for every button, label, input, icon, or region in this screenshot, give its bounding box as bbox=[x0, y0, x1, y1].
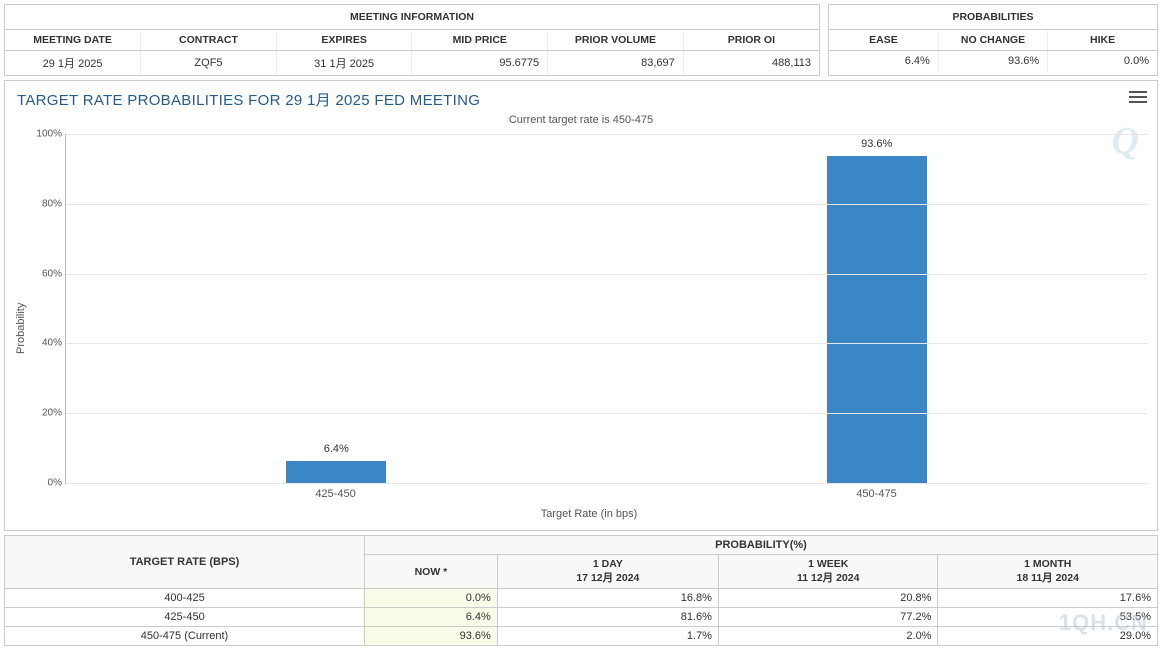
y-tick: 20% bbox=[32, 408, 62, 419]
y-tick: 80% bbox=[32, 198, 62, 209]
col-prior-oi: PRIOR OI bbox=[683, 30, 819, 51]
probabilities-title: PROBABILITIES bbox=[829, 5, 1157, 30]
probabilities-table: EASE NO CHANGE HIKE 6.4% 93.6% 0.0% bbox=[829, 30, 1157, 71]
col-target-rate: TARGET RATE (BPS) bbox=[5, 536, 365, 589]
chart-panel: TARGET RATE PROBABILITIES FOR 29 1月 2025… bbox=[4, 80, 1158, 531]
x-axis-label: Target Rate (in bps) bbox=[31, 500, 1147, 522]
col-prior-volume: PRIOR VOLUME bbox=[548, 30, 684, 51]
col-hike: HIKE bbox=[1048, 30, 1157, 51]
plot-area: 6.4%93.6% 0%20%40%60%80%100% bbox=[65, 134, 1147, 484]
history-cell: 6.4% bbox=[365, 608, 498, 627]
history-cell: 53.5% bbox=[938, 608, 1158, 627]
y-tick: 60% bbox=[32, 268, 62, 279]
history-col-header: 1 WEEK11 12月 2024 bbox=[718, 555, 938, 589]
cell-prior-volume: 83,697 bbox=[548, 51, 684, 76]
col-mid-price: MID PRICE bbox=[412, 30, 548, 51]
cell-ease: 6.4% bbox=[829, 51, 938, 72]
probabilities-panel: PROBABILITIES EASE NO CHANGE HIKE 6.4% 9… bbox=[828, 4, 1158, 76]
history-row-label: 400-425 bbox=[5, 589, 365, 608]
history-row-label: 425-450 bbox=[5, 608, 365, 627]
bar-slot: 6.4% bbox=[66, 134, 607, 483]
col-ease: EASE bbox=[829, 30, 938, 51]
y-axis-label: Probability bbox=[11, 134, 31, 522]
grid-line bbox=[66, 204, 1147, 205]
grid-line bbox=[66, 134, 1147, 135]
bar-slot: 93.6% bbox=[607, 134, 1148, 483]
cell-prior-oi: 488,113 bbox=[683, 51, 819, 76]
col-probability-group: PROBABILITY(%) bbox=[365, 536, 1158, 555]
history-cell: 17.6% bbox=[938, 589, 1158, 608]
table-row: 29 1月 2025 ZQF5 31 1月 2025 95.6775 83,69… bbox=[5, 51, 819, 76]
col-no-change: NO CHANGE bbox=[938, 30, 1047, 51]
x-tick: 450-475 bbox=[606, 484, 1147, 500]
table-row: 6.4% 93.6% 0.0% bbox=[829, 51, 1157, 72]
bar: 6.4% bbox=[286, 461, 386, 483]
history-col-header: 1 DAY17 12月 2024 bbox=[497, 555, 718, 589]
table-row: 425-4506.4%81.6%77.2%53.5% bbox=[5, 608, 1158, 627]
col-expires: EXPIRES bbox=[276, 30, 412, 51]
y-tick: 0% bbox=[32, 478, 62, 489]
grid-line bbox=[66, 274, 1147, 275]
meeting-info-panel: MEETING INFORMATION MEETING DATE CONTRAC… bbox=[4, 4, 820, 76]
cell-expires: 31 1月 2025 bbox=[276, 51, 412, 76]
grid-line bbox=[66, 343, 1147, 344]
chart-title: TARGET RATE PROBABILITIES FOR 29 1月 2025… bbox=[5, 81, 1157, 114]
bar-value-label: 93.6% bbox=[827, 138, 927, 150]
col-meeting-date: MEETING DATE bbox=[5, 30, 141, 51]
history-table: TARGET RATE (BPS) PROBABILITY(%) NOW *1 … bbox=[4, 535, 1158, 646]
cell-meeting-date: 29 1月 2025 bbox=[5, 51, 141, 76]
history-cell: 0.0% bbox=[365, 589, 498, 608]
chart-menu-icon[interactable] bbox=[1129, 91, 1147, 105]
grid-line bbox=[66, 413, 1147, 414]
history-cell: 77.2% bbox=[718, 608, 938, 627]
bar: 93.6% bbox=[827, 156, 927, 483]
chart-subtitle: Current target rate is 450-475 bbox=[5, 114, 1157, 130]
meeting-info-title: MEETING INFORMATION bbox=[5, 5, 819, 30]
cell-mid-price: 95.6775 bbox=[412, 51, 548, 76]
y-tick: 100% bbox=[32, 129, 62, 140]
cell-contract: ZQF5 bbox=[141, 51, 277, 76]
cell-no-change: 93.6% bbox=[938, 51, 1047, 72]
y-tick: 40% bbox=[32, 338, 62, 349]
bar-value-label: 6.4% bbox=[286, 443, 386, 455]
history-cell: 16.8% bbox=[497, 589, 718, 608]
cell-hike: 0.0% bbox=[1048, 51, 1157, 72]
grid-line bbox=[66, 483, 1147, 484]
table-row: 400-4250.0%16.8%20.8%17.6% bbox=[5, 589, 1158, 608]
history-cell: 81.6% bbox=[497, 608, 718, 627]
history-cell: 20.8% bbox=[718, 589, 938, 608]
x-tick: 425-450 bbox=[65, 484, 606, 500]
history-col-header: 1 MONTH18 11月 2024 bbox=[938, 555, 1158, 589]
meeting-info-table: MEETING DATE CONTRACT EXPIRES MID PRICE … bbox=[5, 30, 819, 75]
history-col-header: NOW * bbox=[365, 555, 498, 589]
col-contract: CONTRACT bbox=[141, 30, 277, 51]
